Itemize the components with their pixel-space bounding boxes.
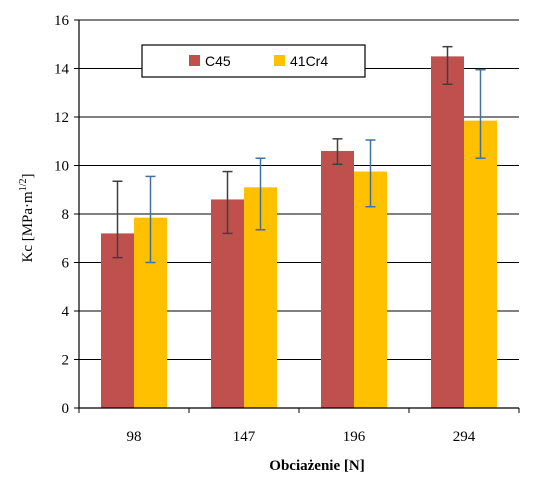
bar-c45-98 bbox=[101, 233, 134, 408]
bar-c45-147 bbox=[211, 199, 244, 408]
x-tick-label-294: 294 bbox=[453, 429, 476, 445]
y-tick-label: 16 bbox=[54, 13, 70, 29]
y-tick-label: 6 bbox=[62, 256, 70, 272]
y-tick-label: 0 bbox=[62, 401, 70, 417]
y-tick-label: 10 bbox=[54, 159, 69, 175]
axes bbox=[74, 19, 520, 413]
legend-label-c45: C45 bbox=[205, 53, 231, 69]
y-tick-label: 8 bbox=[62, 207, 70, 223]
bar-41cr4-196 bbox=[354, 171, 387, 408]
legend-swatch-c45 bbox=[189, 55, 200, 66]
tick-labels: 0 2 4 6 8 10 12 14 16 98 147 196 294 bbox=[54, 13, 476, 445]
legend-box bbox=[141, 44, 366, 78]
y-tick-label: 14 bbox=[54, 62, 70, 78]
legend: C45 41Cr4 bbox=[141, 44, 366, 78]
bars bbox=[101, 56, 497, 408]
legend-swatch-41cr4 bbox=[274, 55, 285, 66]
legend-label-41cr4: 41Cr4 bbox=[290, 53, 328, 69]
x-tick-label-147: 147 bbox=[233, 429, 256, 445]
y-axis-title-exp: 1/2 bbox=[18, 178, 29, 191]
bar-41cr4-294 bbox=[464, 120, 497, 408]
bar-c45-196 bbox=[321, 150, 354, 408]
x-tick-label-196: 196 bbox=[343, 429, 366, 445]
bar-c45-294 bbox=[431, 56, 464, 408]
y-axis-title-main: Kc [MPa bbox=[20, 208, 36, 263]
y-axis-title: Kc [MPa·m1/2] bbox=[18, 173, 36, 262]
y-tick-label: 2 bbox=[62, 353, 70, 369]
x-tick-label-98: 98 bbox=[127, 429, 142, 445]
error-bars bbox=[112, 45, 486, 264]
y-axis-title-sep: · bbox=[20, 203, 36, 208]
y-tick-label: 4 bbox=[62, 304, 70, 320]
y-axis-title-close: ] bbox=[20, 173, 36, 178]
x-axis-title: Obciażenie [N] bbox=[269, 458, 364, 474]
y-axis-title-unit: m bbox=[20, 191, 36, 203]
y-tick-label: 12 bbox=[54, 110, 69, 126]
